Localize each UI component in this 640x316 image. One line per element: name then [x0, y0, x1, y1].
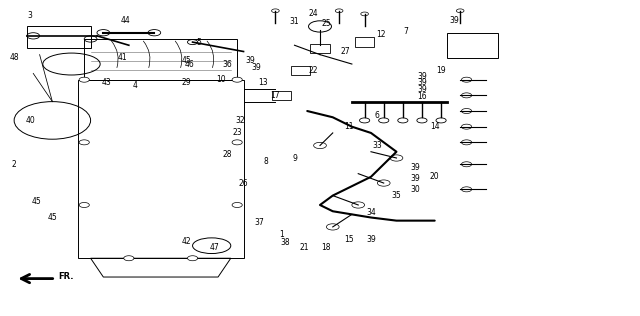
Text: 38: 38 [280, 238, 290, 247]
Circle shape [232, 77, 243, 82]
Text: 39: 39 [417, 85, 427, 94]
Text: 20: 20 [430, 172, 440, 181]
Text: 30: 30 [411, 185, 420, 194]
Text: 45: 45 [31, 198, 42, 206]
Text: 29: 29 [181, 78, 191, 87]
Text: 32: 32 [236, 116, 245, 125]
Text: 8: 8 [264, 157, 268, 166]
Text: 35: 35 [392, 191, 401, 200]
Text: 23: 23 [232, 128, 242, 137]
Text: 31: 31 [290, 17, 300, 26]
Text: 16: 16 [417, 92, 427, 101]
Text: 4: 4 [132, 82, 138, 90]
Text: 19: 19 [436, 66, 446, 75]
Text: 36: 36 [223, 59, 232, 69]
Text: 41: 41 [118, 53, 127, 62]
Text: 6: 6 [375, 111, 380, 120]
Circle shape [124, 256, 134, 261]
Text: 10: 10 [216, 75, 226, 84]
Circle shape [232, 140, 243, 145]
Bar [310, 44, 330, 53]
Text: 27: 27 [340, 47, 350, 56]
Text: 22: 22 [309, 66, 318, 75]
Text: 37: 37 [255, 218, 264, 227]
Text: 42: 42 [181, 236, 191, 246]
Text: 18: 18 [322, 243, 331, 252]
Text: 45: 45 [47, 213, 57, 222]
Text: 45: 45 [181, 56, 191, 65]
Text: FR.: FR. [59, 272, 74, 281]
Text: 39: 39 [245, 56, 255, 65]
Text: 39: 39 [366, 235, 376, 244]
Text: 24: 24 [309, 9, 319, 18]
Bar [272, 91, 291, 100]
Text: 5: 5 [196, 38, 202, 46]
Circle shape [188, 256, 198, 261]
Circle shape [79, 140, 90, 145]
Text: 21: 21 [300, 243, 309, 252]
Bar [355, 37, 374, 47]
Text: 9: 9 [292, 154, 297, 162]
Text: 3: 3 [28, 11, 33, 20]
Text: 26: 26 [239, 179, 248, 188]
Text: 13: 13 [258, 78, 268, 87]
Circle shape [79, 203, 90, 208]
Text: 43: 43 [102, 78, 111, 87]
Bar [291, 66, 310, 75]
Text: 48: 48 [10, 53, 19, 62]
Text: 39: 39 [411, 163, 420, 172]
Text: 1: 1 [280, 230, 284, 239]
Text: 2: 2 [12, 160, 17, 169]
Text: 46: 46 [184, 59, 195, 69]
Text: 12: 12 [376, 30, 385, 39]
Text: 17: 17 [271, 91, 280, 100]
Text: 47: 47 [210, 243, 220, 252]
Text: 7: 7 [404, 27, 408, 36]
Text: 34: 34 [366, 208, 376, 217]
Text: 11: 11 [344, 122, 353, 131]
Text: 39: 39 [417, 78, 427, 87]
Circle shape [79, 77, 90, 82]
Text: 39: 39 [252, 63, 261, 72]
Text: 14: 14 [430, 122, 440, 131]
Circle shape [232, 203, 243, 208]
Text: 40: 40 [25, 116, 35, 125]
Text: 25: 25 [321, 19, 331, 28]
Text: 28: 28 [223, 150, 232, 159]
Text: 15: 15 [344, 235, 353, 244]
Text: 33: 33 [372, 141, 382, 150]
Text: 39: 39 [417, 72, 427, 81]
Text: 44: 44 [121, 16, 131, 25]
Text: 39: 39 [411, 174, 420, 183]
Text: 39: 39 [449, 16, 459, 25]
